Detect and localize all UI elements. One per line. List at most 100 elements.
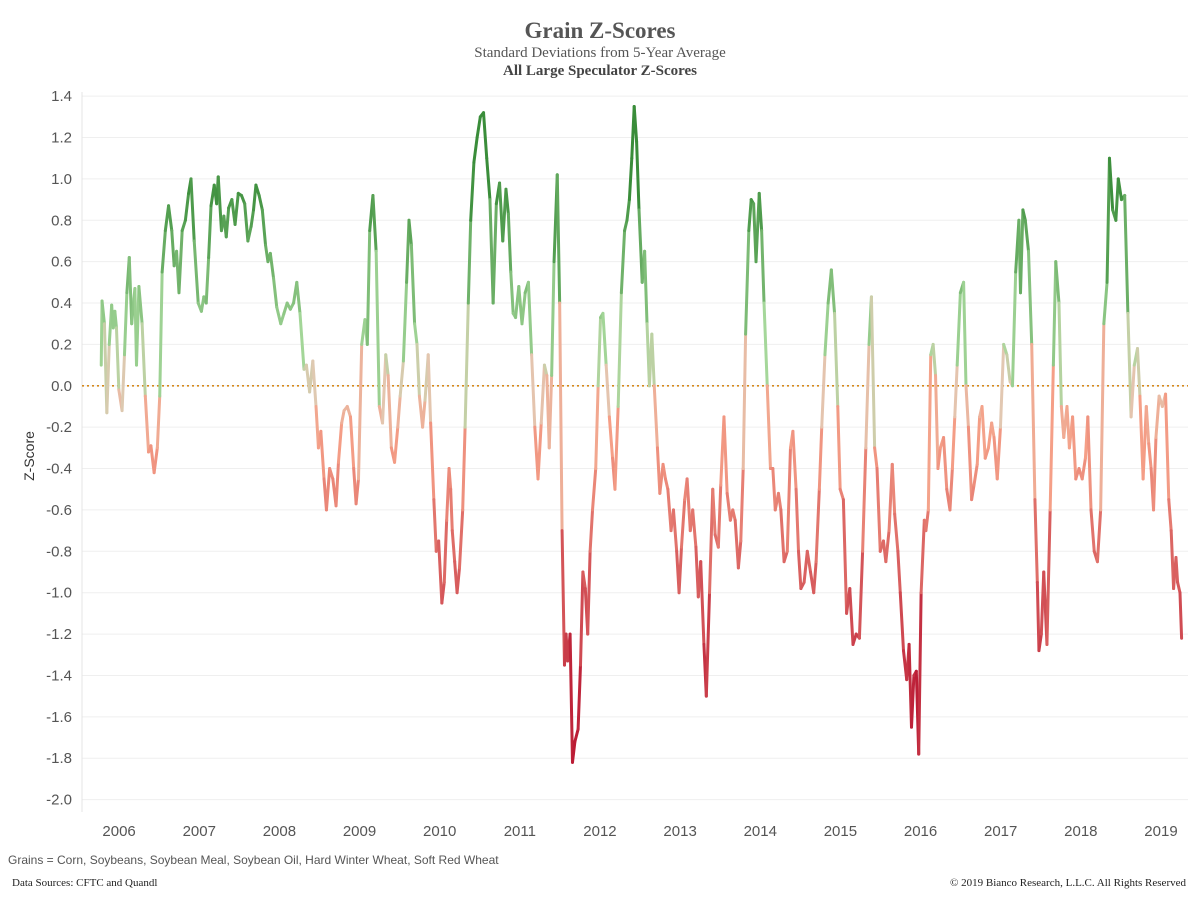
series-line-segment: [272, 276, 279, 309]
series-line-segment: [741, 332, 748, 471]
series-line-segment: [491, 202, 498, 305]
series-line-segment: [461, 425, 467, 512]
series-line-segment: [635, 140, 641, 212]
series-line-segment: [520, 291, 527, 326]
series-line-segment: [550, 260, 556, 377]
series-line-segment: [167, 204, 174, 233]
series-line-segment: [962, 280, 968, 388]
series-line-segment: [570, 740, 577, 764]
series-line-segment: [1174, 556, 1180, 584]
series-line-segment: [233, 191, 240, 226]
series-line-segment: [1057, 301, 1063, 408]
series-line-segment: [817, 425, 824, 491]
series-line-segment: [506, 212, 513, 274]
series-line-segment: [596, 316, 603, 388]
grains-footnote: Grains = Corn, Soybeans, Soybean Meal, S…: [8, 853, 499, 867]
series-line-segment: [917, 591, 923, 756]
series-line-segment: [995, 425, 1002, 481]
series-line-segment: [1048, 363, 1055, 512]
series-line-segment: [950, 415, 957, 471]
series-line-segment: [334, 460, 340, 508]
series-line-segment: [848, 587, 855, 646]
series-line-segment: [1051, 260, 1058, 367]
series-line-segment: [114, 326, 121, 392]
series-line-segment: [472, 136, 479, 164]
series-line-segment: [1136, 347, 1142, 398]
series-line-segment: [931, 342, 938, 377]
x-tick-label: 2019: [1144, 823, 1177, 840]
series-line-segment: [1154, 394, 1161, 440]
y-tick-label: 1.2: [51, 130, 72, 147]
series-line-segment: [616, 291, 623, 408]
series-line-segment: [685, 477, 692, 533]
series-line-segment: [942, 436, 949, 491]
series-line-segment: [936, 446, 942, 471]
series-line-segment: [398, 359, 405, 398]
series-line-segment: [143, 394, 151, 454]
series-line-segment: [604, 363, 611, 419]
series-line-segment: [100, 299, 106, 326]
chart-title-block: Grain Z-Scores Standard Deviations from …: [0, 18, 1200, 80]
series-line-segment: [1018, 208, 1025, 295]
y-tick-label: 1.4: [51, 88, 72, 105]
series-line-segment: [1086, 415, 1093, 512]
copyright: © 2019 Bianco Research, L.L.C. All Right…: [950, 877, 1186, 889]
series-line-segment: [805, 549, 813, 574]
y-tick-label: 1.0: [51, 171, 72, 188]
series-line-segment: [1080, 456, 1087, 481]
series-line-segment: [861, 446, 868, 553]
series-line-segment: [1023, 218, 1031, 253]
series-line-segment: [409, 243, 417, 326]
series-line-segment: [627, 156, 634, 202]
chart-subtitle-secondary: All Large Speculator Z-Scores: [502, 63, 697, 79]
y-tick-label: -0.4: [46, 461, 72, 478]
series-line-segment: [691, 508, 698, 549]
series-line-segment: [873, 446, 879, 471]
series-line-segment: [381, 353, 388, 425]
series-line-segment: [189, 177, 196, 243]
series-line-segment: [466, 218, 473, 305]
series-line-segment: [183, 191, 191, 222]
series-line-segment: [509, 270, 515, 315]
series-line-segment: [955, 291, 962, 367]
series-line-segment: [1037, 632, 1043, 653]
series-line-segment: [625, 198, 631, 222]
y-tick-label: -0.8: [46, 543, 72, 560]
series-line-segment: [345, 404, 352, 419]
series-line-segment: [447, 467, 453, 491]
series-line-segment: [1002, 342, 1009, 357]
y-tick-label: -1.4: [46, 667, 72, 684]
series-line-segment: [1010, 270, 1018, 388]
series-line-segment: [785, 446, 792, 553]
series-line-segment: [137, 284, 144, 326]
series-line-segment: [812, 560, 818, 595]
series-line-segment: [623, 218, 629, 233]
series-line-segment: [762, 301, 769, 388]
series-line-segment: [1126, 311, 1133, 419]
series-line-segment: [354, 477, 360, 506]
series-line-segment: [254, 183, 261, 197]
series-line-segment: [632, 104, 639, 144]
y-tick-label: -0.6: [46, 502, 72, 519]
series-line-segment: [207, 204, 213, 260]
series-line-segment: [1147, 442, 1153, 471]
series-line-segment: [155, 394, 162, 450]
series-line-segment: [177, 229, 184, 295]
series-line-segment: [1129, 363, 1136, 419]
series-line-segment: [725, 491, 732, 522]
y-tick-label: 0.2: [51, 336, 72, 353]
x-tick-label: 2010: [423, 823, 456, 840]
series-line-segment: [760, 229, 766, 305]
series-line-segment: [555, 173, 562, 305]
series-line-segment: [1099, 322, 1106, 512]
series-line-segment: [619, 229, 627, 295]
series-line-segment: [747, 198, 753, 233]
series-line-segment: [401, 280, 409, 363]
series-line-segment: [964, 384, 970, 429]
series-line-segment: [463, 301, 470, 429]
series-line-segment: [1116, 177, 1123, 202]
series-line-segment: [829, 268, 837, 315]
series-line-segment: [704, 591, 712, 698]
series-line-segment: [485, 156, 492, 202]
series-line-segment: [1107, 156, 1115, 212]
